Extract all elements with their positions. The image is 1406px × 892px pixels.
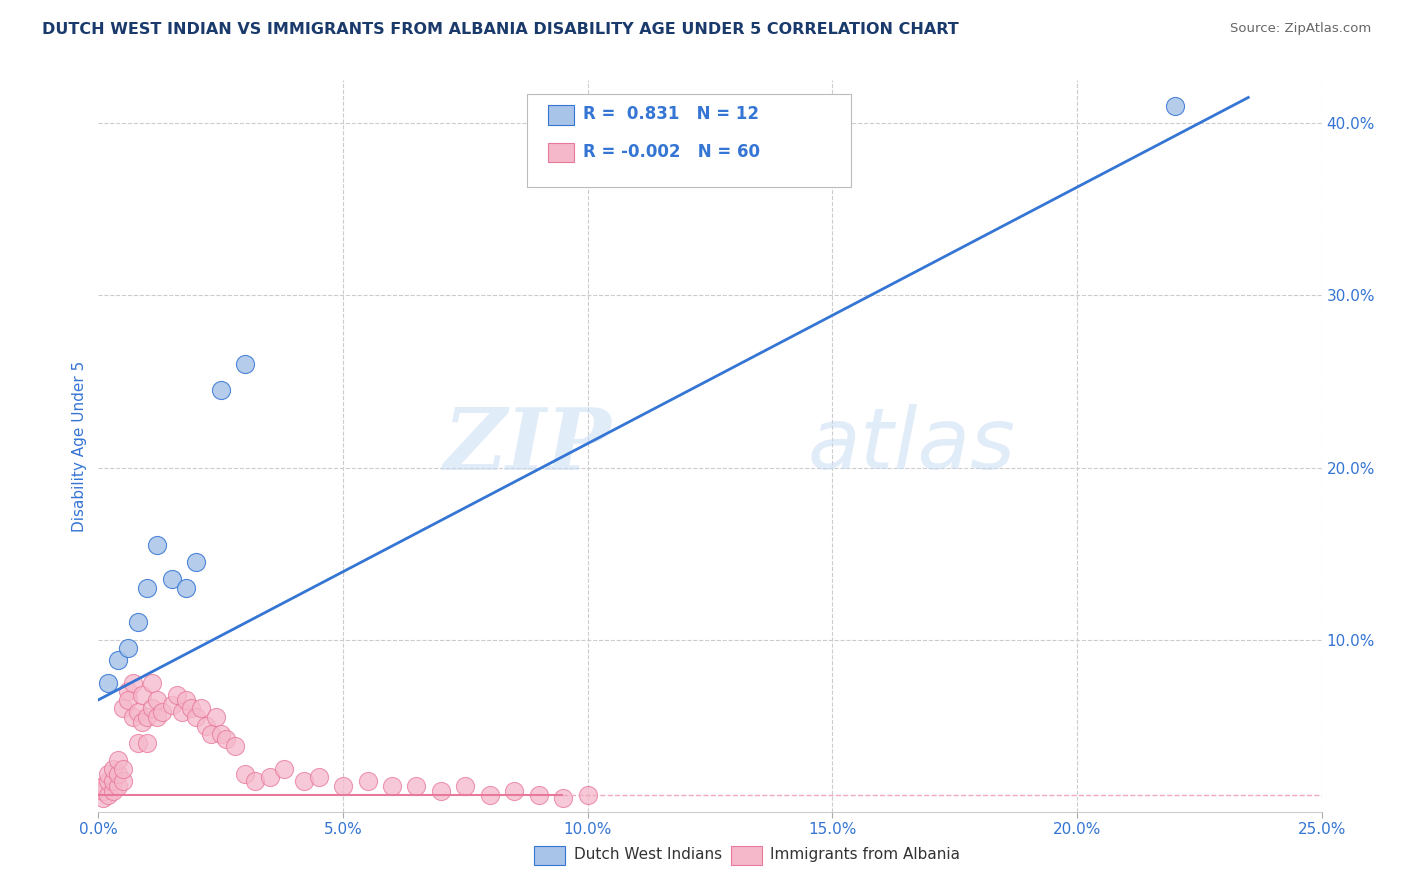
Point xyxy=(91,784,114,798)
Point xyxy=(131,688,153,702)
Point xyxy=(117,693,139,707)
Point xyxy=(356,773,378,788)
Point xyxy=(107,767,129,781)
Point xyxy=(503,784,526,798)
Point xyxy=(97,788,120,802)
Point xyxy=(117,684,139,698)
Point xyxy=(233,767,256,781)
Point xyxy=(141,701,163,715)
Point xyxy=(527,788,550,802)
Point xyxy=(101,784,124,798)
Text: atlas: atlas xyxy=(808,404,1017,488)
Text: ZIP: ZIP xyxy=(444,404,612,488)
Point xyxy=(111,773,134,788)
Point xyxy=(576,788,599,802)
Text: R =  0.831   N = 12: R = 0.831 N = 12 xyxy=(583,105,759,123)
Point xyxy=(478,788,501,802)
Point xyxy=(190,701,212,715)
Y-axis label: Disability Age Under 5: Disability Age Under 5 xyxy=(72,360,87,532)
Point xyxy=(107,653,129,667)
Point xyxy=(308,770,330,784)
Point xyxy=(107,753,129,767)
Point xyxy=(91,779,114,793)
Point xyxy=(224,739,246,754)
Point xyxy=(176,581,198,595)
Point xyxy=(200,727,222,741)
Point xyxy=(160,573,183,587)
Point xyxy=(101,773,124,788)
Point xyxy=(233,357,256,371)
Point xyxy=(454,779,477,793)
Point xyxy=(146,538,169,552)
Point xyxy=(127,705,149,719)
Point xyxy=(101,762,124,776)
Point xyxy=(176,693,198,707)
Point xyxy=(150,705,173,719)
Point xyxy=(186,710,208,724)
Point xyxy=(146,710,169,724)
Point xyxy=(205,710,228,724)
Point xyxy=(186,555,208,569)
Point xyxy=(141,675,163,690)
Point xyxy=(121,710,143,724)
Point xyxy=(209,727,232,741)
Point xyxy=(332,779,354,793)
Point xyxy=(127,736,149,750)
Point xyxy=(136,581,159,595)
Point xyxy=(136,736,159,750)
Point xyxy=(146,693,169,707)
Point xyxy=(273,762,295,776)
Text: Source: ZipAtlas.com: Source: ZipAtlas.com xyxy=(1230,22,1371,36)
Point xyxy=(117,641,139,656)
Point xyxy=(97,675,120,690)
Point xyxy=(292,773,315,788)
Point xyxy=(430,784,453,798)
Point xyxy=(97,773,120,788)
Text: R = -0.002   N = 60: R = -0.002 N = 60 xyxy=(583,143,761,161)
Point xyxy=(160,698,183,712)
Point xyxy=(405,779,427,793)
Point xyxy=(553,791,575,805)
Point xyxy=(209,383,232,397)
Point xyxy=(136,710,159,724)
Point xyxy=(111,701,134,715)
Text: DUTCH WEST INDIAN VS IMMIGRANTS FROM ALBANIA DISABILITY AGE UNDER 5 CORRELATION : DUTCH WEST INDIAN VS IMMIGRANTS FROM ALB… xyxy=(42,22,959,37)
Text: Dutch West Indians: Dutch West Indians xyxy=(574,847,721,862)
Point xyxy=(107,779,129,793)
Point xyxy=(214,732,236,747)
Point xyxy=(121,675,143,690)
Point xyxy=(170,705,193,719)
Point xyxy=(111,762,134,776)
Point xyxy=(381,779,404,793)
Point xyxy=(97,767,120,781)
Point xyxy=(180,701,202,715)
Point xyxy=(91,791,114,805)
Point xyxy=(131,715,153,730)
Point xyxy=(1164,99,1187,113)
Point xyxy=(259,770,281,784)
Point xyxy=(127,615,149,630)
Point xyxy=(195,719,218,733)
Point xyxy=(166,688,188,702)
Text: Immigrants from Albania: Immigrants from Albania xyxy=(770,847,960,862)
Point xyxy=(243,773,266,788)
